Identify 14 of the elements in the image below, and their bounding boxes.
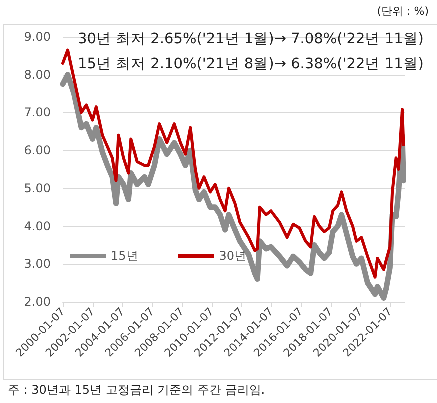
y-tick-label: 3.00 bbox=[24, 257, 51, 272]
y-tick-label: 8.00 bbox=[24, 68, 51, 82]
y-tick-label: 7.00 bbox=[24, 106, 51, 120]
y-tick-label: 2.00 bbox=[24, 295, 51, 309]
annotation: 15년 최저 2.10%('21년 8월)→ 6.38%('22년 11월) bbox=[78, 56, 424, 72]
legend-label: 15년 bbox=[111, 249, 138, 263]
text: (단위 : %) bbox=[377, 5, 429, 18]
annotation: 30년 최저 2.65%('21년 1월)→ 7.08%('22년 11월) bbox=[78, 32, 424, 48]
text: 주 : 30년과 15년 고정금리 기준의 주간 금리임. bbox=[8, 383, 266, 397]
y-tick-label: 9.00 bbox=[24, 30, 51, 44]
y-tick-label: 6.00 bbox=[24, 144, 51, 158]
y-tick-label: 5.00 bbox=[24, 181, 51, 196]
legend-label: 30년 bbox=[219, 249, 247, 263]
y-tick-label: 4.00 bbox=[24, 219, 51, 234]
